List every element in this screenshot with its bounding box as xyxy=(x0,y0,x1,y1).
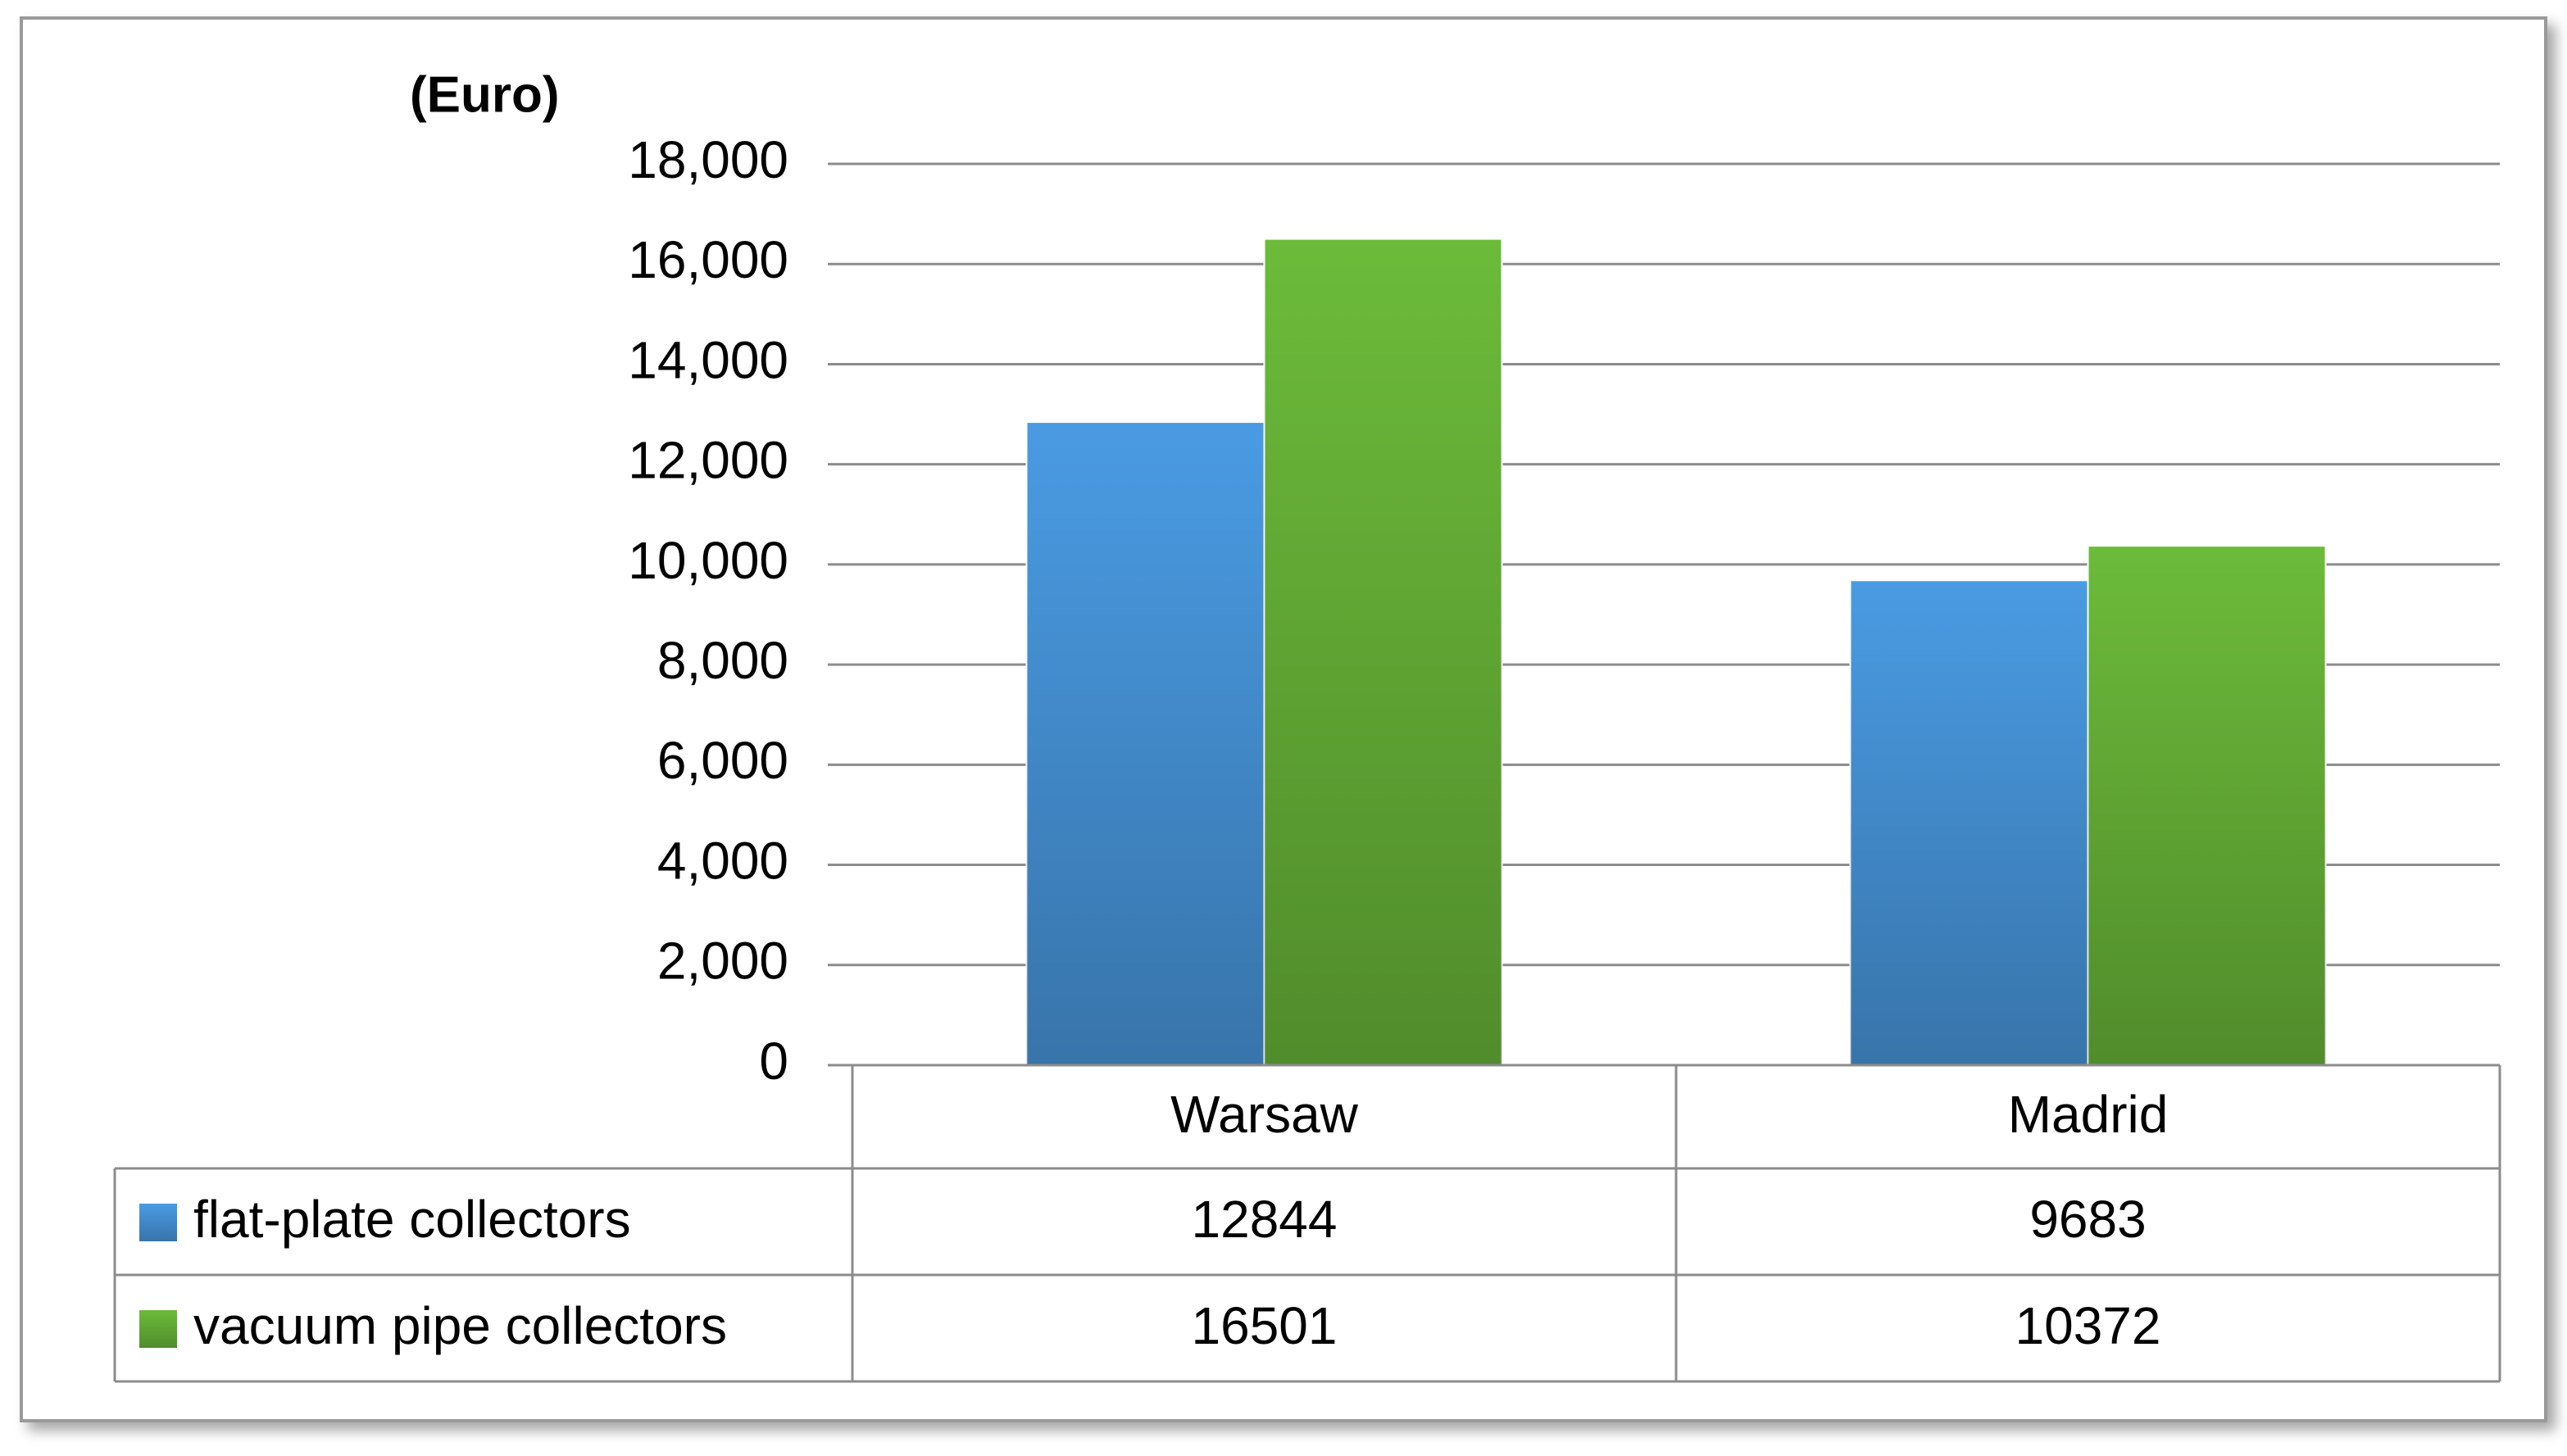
y-axis-label: (Euro) xyxy=(410,66,560,123)
bar xyxy=(1025,421,1265,1066)
x-tick-label: Madrid xyxy=(2008,1085,2169,1144)
y-tick-label: 12,000 xyxy=(628,431,788,490)
y-tick-label: 8,000 xyxy=(657,631,788,690)
table-value: 16501 xyxy=(1192,1296,1338,1355)
y-tick-label: 14,000 xyxy=(628,330,788,389)
y-tick-label: 16,000 xyxy=(628,230,788,289)
y-tick-label: 4,000 xyxy=(657,831,788,890)
y-tick-label: 6,000 xyxy=(657,731,788,790)
table-value: 10372 xyxy=(2015,1296,2161,1355)
y-tick-label: 0 xyxy=(759,1032,788,1091)
bar xyxy=(2087,545,2327,1066)
bar xyxy=(1849,579,2089,1066)
y-tick-label: 2,000 xyxy=(657,932,788,991)
legend-swatch-shade xyxy=(139,1310,177,1348)
y-tick-label: 18,000 xyxy=(628,130,788,189)
legend-label: flat-plate collectors xyxy=(193,1190,631,1249)
x-tick-label: Warsaw xyxy=(1170,1085,1359,1144)
legend-swatch-shade xyxy=(139,1204,177,1241)
bar xyxy=(1263,238,1503,1067)
legend-label: vacuum pipe collectors xyxy=(193,1296,727,1355)
table-value: 9683 xyxy=(2029,1190,2146,1249)
table-value: 12844 xyxy=(1192,1190,1338,1249)
y-tick-label: 10,000 xyxy=(628,531,788,590)
